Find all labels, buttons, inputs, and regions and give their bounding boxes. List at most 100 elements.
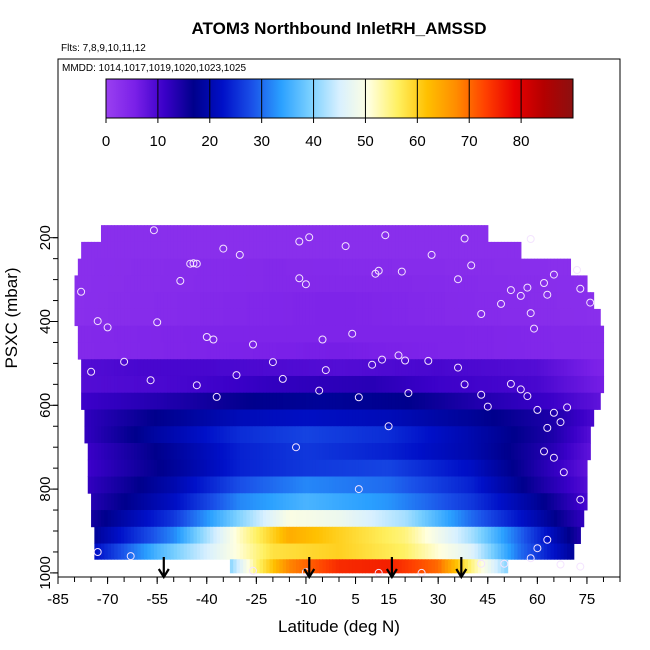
- curtain-cell: [391, 443, 396, 461]
- curtain-cell: [239, 493, 244, 511]
- curtain-cell: [534, 392, 538, 410]
- curtain-cell: [200, 392, 205, 410]
- curtain-cell: [375, 275, 380, 293]
- curtain-cell: [547, 325, 552, 343]
- curtain-cell: [286, 526, 291, 544]
- curtain-cell: [315, 359, 320, 377]
- curtain-cell: [464, 392, 469, 410]
- sample-point: [381, 231, 390, 240]
- curtain-cell: [464, 342, 469, 360]
- curtain-cell: [560, 459, 565, 477]
- curtain-cell: [134, 258, 138, 276]
- sample-point: [576, 562, 585, 571]
- curtain-cell: [563, 325, 568, 343]
- curtain-cell: [299, 510, 304, 528]
- curtain-cell: [143, 375, 148, 394]
- curtain-cell: [309, 292, 314, 310]
- curtain-cell: [325, 443, 330, 461]
- sample-point: [278, 374, 287, 383]
- curtain-cell: [186, 426, 191, 444]
- curtain-cell: [550, 443, 555, 461]
- curtain-cell: [97, 275, 102, 293]
- curtain-cell: [448, 443, 452, 461]
- curtain-cell: [322, 275, 327, 293]
- curtain-cell: [322, 543, 327, 560]
- curtain-cell: [557, 308, 562, 327]
- curtain-cell: [431, 476, 436, 494]
- curtain-cell: [517, 443, 522, 461]
- curtain-cell: [203, 342, 208, 360]
- curtain-cell: [362, 543, 367, 560]
- curtain-cell: [510, 359, 515, 377]
- curtain-cell: [557, 426, 562, 444]
- curtain-cell: [580, 375, 585, 394]
- curtain-cell: [481, 543, 486, 560]
- curtain-cell: [385, 459, 390, 477]
- curtain-cell: [100, 426, 105, 444]
- curtain-cell: [342, 543, 347, 560]
- curtain-cell: [253, 526, 257, 544]
- curtain-cell: [471, 543, 476, 560]
- sample-point: [523, 392, 532, 401]
- curtain-cell: [190, 493, 195, 511]
- curtain-cell: [167, 459, 171, 477]
- curtain-cell: [395, 225, 400, 243]
- curtain-cell: [530, 275, 535, 293]
- curtain-cell: [193, 325, 198, 343]
- curtain-cell: [157, 241, 162, 260]
- curtain-cell: [157, 308, 162, 327]
- curtain-cell: [395, 459, 400, 477]
- curtain-cell: [325, 308, 330, 327]
- curtain-cell: [329, 375, 333, 394]
- curtain-cell: [127, 292, 132, 310]
- curtain-cell: [567, 476, 572, 494]
- curtain-cell: [134, 241, 138, 260]
- curtain-cell: [534, 459, 538, 477]
- curtain-cell: [491, 308, 495, 327]
- y-tick-label: 800: [37, 477, 54, 502]
- curtain-cell: [319, 241, 324, 260]
- curtain-cell: [345, 308, 350, 327]
- sample-point: [533, 405, 542, 414]
- curtain-cell: [428, 443, 433, 461]
- curtain-cell: [107, 459, 112, 477]
- curtain-cell: [557, 510, 562, 528]
- curtain-cell: [415, 308, 419, 327]
- curtain-cell: [160, 342, 165, 360]
- sample-point: [477, 310, 486, 318]
- curtain-cell: [296, 359, 300, 377]
- curtain-cell: [527, 510, 532, 528]
- curtain-cell: [461, 559, 466, 574]
- curtain-cell: [355, 476, 360, 494]
- curtain-cell: [454, 225, 459, 243]
- curtain-cell: [259, 325, 264, 343]
- sample-point: [268, 358, 277, 367]
- curtain-cell: [134, 443, 138, 461]
- curtain-cell: [130, 443, 135, 461]
- curtain-cell: [322, 258, 327, 276]
- curtain-cell: [557, 476, 562, 494]
- curtain-cell: [385, 493, 390, 511]
- curtain-cell: [94, 543, 99, 560]
- curtain-cell: [524, 493, 529, 511]
- sample-point: [543, 535, 552, 544]
- curtain-cell: [279, 559, 284, 574]
- curtain-cell: [543, 493, 548, 511]
- curtain-cell: [339, 275, 343, 293]
- curtain-cell: [100, 241, 105, 260]
- curtain-cell: [147, 510, 152, 528]
- curtain-cell: [302, 559, 307, 574]
- curtain-cell: [309, 459, 314, 477]
- curtain-cell: [223, 526, 228, 544]
- curtain-cell: [401, 459, 406, 477]
- curtain-cell: [130, 510, 135, 528]
- curtain-cell: [398, 342, 403, 360]
- sample-point: [530, 324, 538, 333]
- curtain-cell: [481, 258, 486, 276]
- curtain-cell: [418, 342, 423, 360]
- curtain-cell: [385, 308, 390, 327]
- curtain-cell: [104, 476, 109, 494]
- curtain-cell: [500, 325, 505, 343]
- sample-point: [506, 379, 515, 388]
- curtain-cell: [517, 510, 522, 528]
